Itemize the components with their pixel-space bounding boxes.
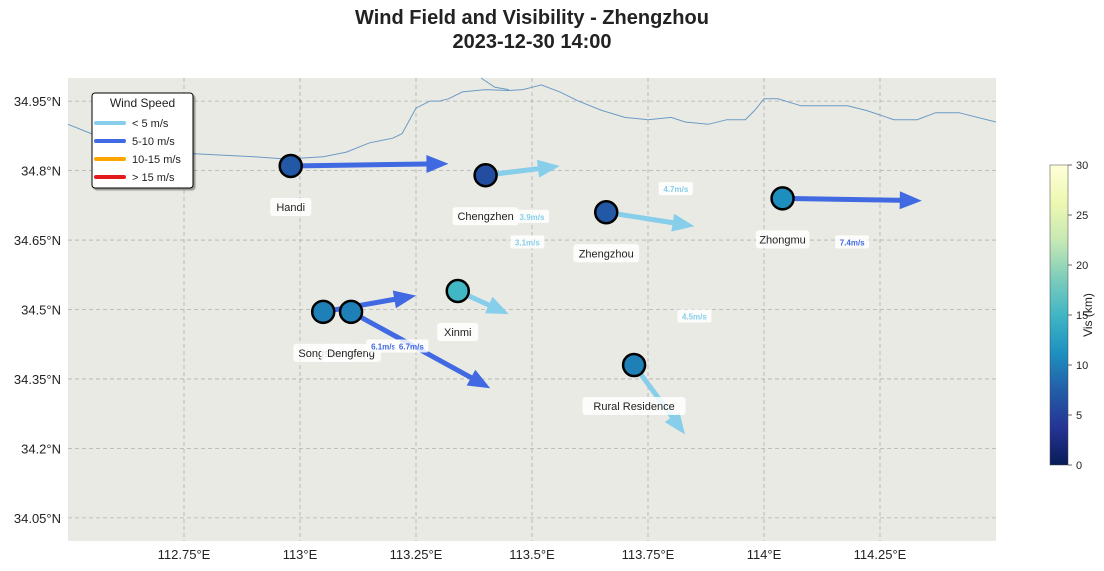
speed-label-bg-2 <box>515 209 549 223</box>
colorbar-gradient <box>1050 165 1068 465</box>
speed-label-1: 4.7m/s <box>663 185 688 194</box>
station-label-6: Dengfeng <box>327 348 375 360</box>
y-tick-label-0: 34.05°N <box>14 511 61 526</box>
legend-label-3: > 15 m/s <box>132 172 175 184</box>
speed-label-bg-6 <box>394 339 429 353</box>
station-markers <box>278 153 795 378</box>
colorbar-tick-label-6: 30 <box>1076 160 1088 172</box>
y-tick-label-6: 34.95°N <box>14 94 61 109</box>
y-tick-label-2: 34.35°N <box>14 372 61 387</box>
station-marker-0 <box>278 153 303 179</box>
speed-label-5: 6.1m/s <box>371 343 396 352</box>
wind-arrow-4 <box>456 288 509 315</box>
x-tick-label-1: 113°E <box>283 547 318 562</box>
y-tick-label-1: 34.2°N <box>21 441 61 456</box>
station-label-7: Rural Residence <box>593 401 674 413</box>
colorbar-tick-label-4: 20 <box>1076 260 1088 272</box>
x-tick-label-0: 112.75°E <box>158 547 211 562</box>
y-tick-label-5: 34.8°N <box>21 164 61 179</box>
legend-box <box>91 92 194 189</box>
legend-label-2: 10-15 m/s <box>132 154 181 166</box>
speed-label-bg-7 <box>677 309 712 323</box>
colorbar-label: Vis (km) <box>1081 293 1095 337</box>
colorbar-tick-label-5: 25 <box>1076 210 1088 222</box>
x-tick-label-3: 113.5°E <box>509 547 555 562</box>
y-tick-label-4: 34.65°N <box>14 233 61 248</box>
wind-arrow-1 <box>485 159 560 178</box>
speed-label-4: 3.1m/s <box>515 238 540 247</box>
colorbar-tick-label-1: 5 <box>1076 410 1082 422</box>
axes: 112.75°E 113°E 113.25°E 113.5°E 113.75°E 114°… <box>14 94 907 562</box>
station-marker-2 <box>593 200 619 225</box>
station-label-0: Handi <box>276 202 305 214</box>
station-label-bg-0 <box>270 197 312 216</box>
river-branch <box>480 77 509 91</box>
speed-label-2: 3.9m/s <box>520 213 545 222</box>
colorbar-tick-label-3: 15 <box>1076 310 1088 322</box>
station-marker-6 <box>338 299 364 325</box>
station-label-bg-2 <box>573 244 640 263</box>
legend-label-1: 5-10 m/s <box>132 136 175 148</box>
x-tick-label-6: 114.25°E <box>854 547 907 562</box>
station-marker-1 <box>473 162 498 188</box>
station-marker-5 <box>310 299 336 325</box>
y-tick-label-3: 34.5°N <box>21 303 61 318</box>
colorbar-tick-label-0: 0 <box>1076 460 1082 472</box>
speed-label-bg-4 <box>510 235 545 249</box>
station-label-4: Xinmi <box>444 327 472 339</box>
speed-label-bg-3 <box>835 235 870 249</box>
chart-title: Wind Field and Visibility - Zhengzhou 20… <box>0 6 1064 54</box>
station-label-bg-3 <box>755 230 810 249</box>
station-label-bg-6 <box>321 343 381 362</box>
speed-label-bg-5 <box>366 339 401 353</box>
speed-label-6: 6.7m/s <box>399 343 424 352</box>
legend-title: Wind Speed <box>110 96 175 110</box>
station-label-bg-1 <box>452 207 519 226</box>
x-tick-label-5: 114°E <box>747 547 782 562</box>
station-labels: HandiChengzhenZhengzhouZhongmuXinmiSongs… <box>270 197 810 416</box>
station-marker-7 <box>621 352 647 378</box>
speed-label-bg-1 <box>658 182 693 196</box>
station-marker-4 <box>445 278 471 304</box>
station-label-1: Chengzhen <box>457 211 513 223</box>
station-marker-3 <box>770 186 795 211</box>
legend-label-0: < 5 m/s <box>132 118 169 130</box>
colorbar: 0 5 10 15 20 25 30 Vis (km) <box>1049 160 1095 472</box>
wind-arrow-2 <box>605 209 695 232</box>
colorbar-tick-label-2: 10 <box>1076 360 1088 372</box>
station-label-2: Zhengzhou <box>579 248 634 260</box>
x-tick-label-4: 113.75°E <box>622 547 675 562</box>
chart-title-line2: 2023-12-30 14:00 <box>452 31 612 53</box>
speed-labels: 8.4m/s4.7m/s3.9m/s7.4m/s3.1m/s6.1m/s6.7m… <box>106 112 870 353</box>
legend: Wind Speed < 5 m/s 5-10 m/s 10-15 m/s > 15 m… <box>91 92 194 189</box>
station-label-3: Zhongmu <box>759 234 805 246</box>
speed-label-3: 7.4m/s <box>840 238 865 247</box>
wind-arrow-3 <box>782 191 922 210</box>
chart-title-line1: Wind Field and Visibility - Zhengzhou <box>355 7 709 29</box>
station-label-bg-7 <box>582 397 686 416</box>
x-tick-label-2: 113.25°E <box>390 547 443 562</box>
wind-arrow-0 <box>290 155 449 173</box>
speed-label-7: 4.5m/s <box>682 312 707 321</box>
station-label-bg-4 <box>437 322 479 341</box>
